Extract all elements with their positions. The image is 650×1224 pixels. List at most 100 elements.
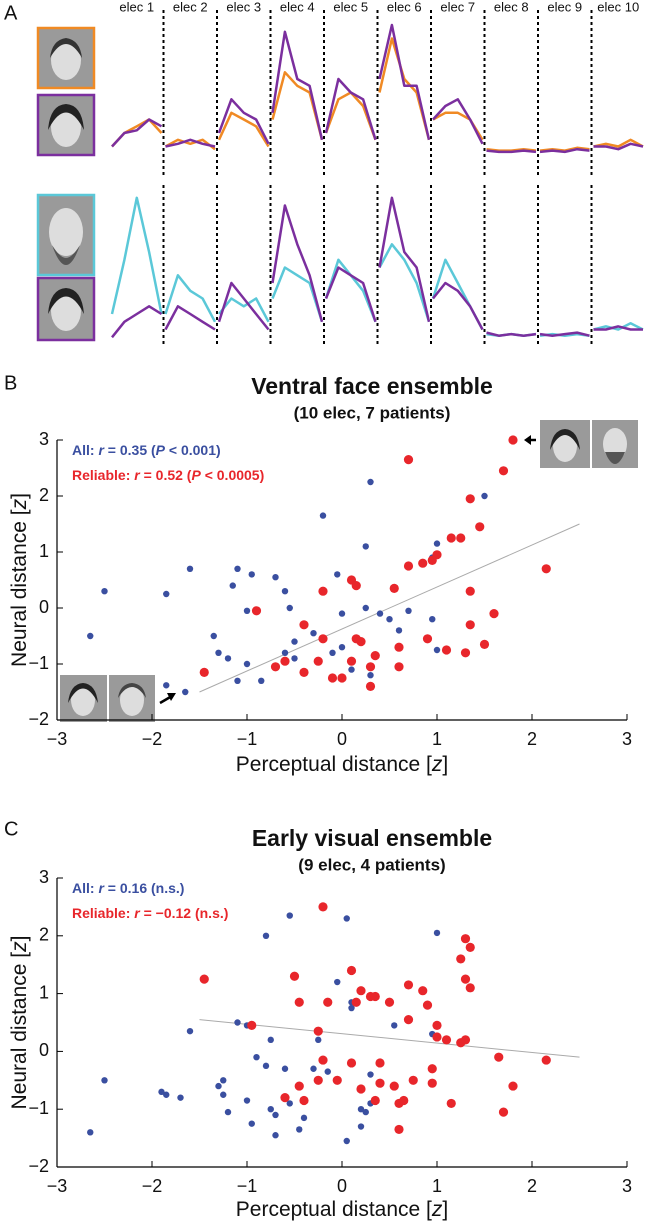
scatter-point xyxy=(346,656,357,666)
scatter-point xyxy=(446,533,456,543)
scatter-point xyxy=(281,588,289,595)
text-part: z xyxy=(431,753,443,776)
scatter-point xyxy=(327,673,338,683)
text-part: Reliable: xyxy=(72,467,134,483)
scatter-point xyxy=(403,561,414,571)
scatter-point xyxy=(433,646,441,654)
scatter-point xyxy=(465,942,475,952)
scatter-point xyxy=(429,616,436,623)
text-part: ] xyxy=(8,936,31,942)
trace xyxy=(486,149,537,154)
x-tick-label: 1 xyxy=(432,1176,442,1196)
y-tick-label: −2 xyxy=(28,709,49,729)
scatter-point xyxy=(456,533,466,543)
trace xyxy=(432,281,484,331)
scatter-point xyxy=(346,965,357,976)
text-part: < 0.0005) xyxy=(201,467,264,483)
scatter-point xyxy=(405,607,412,614)
text-part: ] xyxy=(8,493,31,499)
scatter-point xyxy=(262,1062,270,1070)
trace xyxy=(324,266,377,323)
scatter-point xyxy=(267,1106,274,1113)
electrode-label: elec 9 xyxy=(547,0,582,14)
scatter-point xyxy=(313,656,323,666)
scatter-point xyxy=(418,986,428,996)
trace xyxy=(164,305,216,331)
scatter-point xyxy=(182,688,189,696)
electrode-label: elec 2 xyxy=(173,0,208,14)
scatter-point xyxy=(403,980,414,990)
text-part: Neural distance [ xyxy=(8,952,31,1110)
scatter-point xyxy=(338,610,346,617)
text-part: = 0.52 ( xyxy=(140,467,192,483)
trace xyxy=(539,147,590,154)
scatter-point xyxy=(299,1095,309,1106)
scatter-point xyxy=(356,986,366,996)
scatter-point xyxy=(186,565,194,572)
scatter-point xyxy=(367,1071,374,1078)
x-tick-label: 1 xyxy=(432,729,442,749)
electrode-label: elec 6 xyxy=(387,0,422,14)
scatter-point xyxy=(338,644,346,651)
scatter-point xyxy=(465,983,475,993)
text-part: All: xyxy=(72,442,98,458)
scatter-point xyxy=(408,1075,418,1085)
trace xyxy=(218,297,270,323)
scatter-point xyxy=(460,648,471,658)
scatter-point xyxy=(319,512,327,519)
scatter-point xyxy=(318,902,328,912)
scatter-point xyxy=(433,540,441,547)
scatter-point xyxy=(481,492,488,500)
scatter-point xyxy=(286,912,293,919)
scatter-point xyxy=(389,583,399,594)
y-tick-label: 1 xyxy=(39,982,49,1002)
trace xyxy=(593,325,643,331)
text-part: P xyxy=(191,467,201,483)
scatter-point xyxy=(294,997,304,1007)
scatter-point xyxy=(384,997,395,1007)
scatter-point xyxy=(318,1055,328,1065)
electrode-label: elec 8 xyxy=(494,0,529,14)
electrode-label: elec 10 xyxy=(597,0,639,14)
scatter-point xyxy=(346,1058,357,1068)
scatter-point xyxy=(315,1036,322,1044)
trace xyxy=(217,111,270,148)
annotation: All: r = 0.16 (n.s.) xyxy=(72,880,184,896)
scatter-point xyxy=(253,1053,260,1061)
scatter-point xyxy=(286,604,293,612)
scatter-point xyxy=(289,971,300,981)
scatter-point xyxy=(87,632,94,640)
scatter-point xyxy=(243,660,251,668)
fit-line xyxy=(199,523,580,693)
scatter-point xyxy=(310,1065,317,1072)
chart-title: Ventral face ensemble xyxy=(251,373,493,399)
x-tick-label: 3 xyxy=(622,729,632,749)
scatter-point xyxy=(394,1124,404,1135)
scatter-point xyxy=(494,1052,504,1062)
scatter-point xyxy=(394,662,404,672)
scatter-point xyxy=(243,1097,251,1104)
scatter-point xyxy=(234,1019,241,1026)
trace xyxy=(593,138,644,148)
scatter-point xyxy=(376,610,384,617)
scatter-point xyxy=(348,1004,355,1012)
scatter-point xyxy=(224,1108,232,1116)
scatter-point xyxy=(334,571,341,578)
scatter-point xyxy=(362,604,369,612)
trace xyxy=(593,142,644,151)
text-part: = −0.12 (n.s.) xyxy=(140,905,229,921)
scatter-point xyxy=(427,1064,437,1074)
trace xyxy=(593,322,644,331)
scatter-point xyxy=(291,638,298,645)
y-tick-label: 3 xyxy=(39,429,49,449)
scatter-point xyxy=(251,606,262,616)
trace xyxy=(486,147,537,152)
scatter-point xyxy=(465,494,475,504)
x-axis-label: Perceptual distance [z] xyxy=(236,753,448,776)
trace xyxy=(111,305,163,339)
annotation: Reliable: r = −0.12 (n.s.) xyxy=(72,905,228,921)
scatter-point xyxy=(365,681,376,692)
scatter-point xyxy=(224,655,232,662)
scatter-point xyxy=(343,1137,350,1145)
scatter-point xyxy=(310,630,317,637)
